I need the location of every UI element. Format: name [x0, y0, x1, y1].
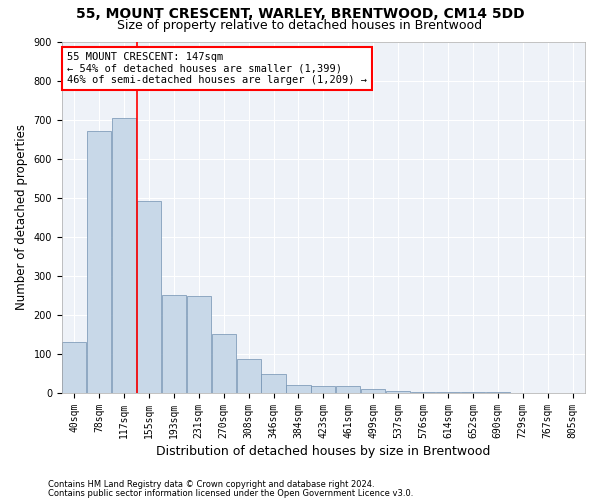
- Text: 55, MOUNT CRESCENT, WARLEY, BRENTWOOD, CM14 5DD: 55, MOUNT CRESCENT, WARLEY, BRENTWOOD, C…: [76, 8, 524, 22]
- Bar: [87, 131, 111, 392]
- Bar: [62, 342, 86, 392]
- Y-axis label: Number of detached properties: Number of detached properties: [15, 124, 28, 310]
- Bar: [212, 334, 236, 392]
- Bar: [187, 296, 211, 392]
- Bar: [286, 385, 311, 392]
- X-axis label: Distribution of detached houses by size in Brentwood: Distribution of detached houses by size …: [156, 444, 491, 458]
- Bar: [262, 374, 286, 392]
- Text: Contains public sector information licensed under the Open Government Licence v3: Contains public sector information licen…: [48, 488, 413, 498]
- Bar: [311, 386, 335, 392]
- Bar: [336, 386, 361, 392]
- Bar: [112, 118, 136, 392]
- Bar: [236, 360, 261, 392]
- Bar: [137, 202, 161, 392]
- Bar: [162, 295, 186, 392]
- Bar: [386, 390, 410, 392]
- Text: 55 MOUNT CRESCENT: 147sqm
← 54% of detached houses are smaller (1,399)
46% of se: 55 MOUNT CRESCENT: 147sqm ← 54% of detac…: [67, 52, 367, 85]
- Text: Contains HM Land Registry data © Crown copyright and database right 2024.: Contains HM Land Registry data © Crown c…: [48, 480, 374, 489]
- Bar: [361, 388, 385, 392]
- Text: Size of property relative to detached houses in Brentwood: Size of property relative to detached ho…: [118, 19, 482, 32]
